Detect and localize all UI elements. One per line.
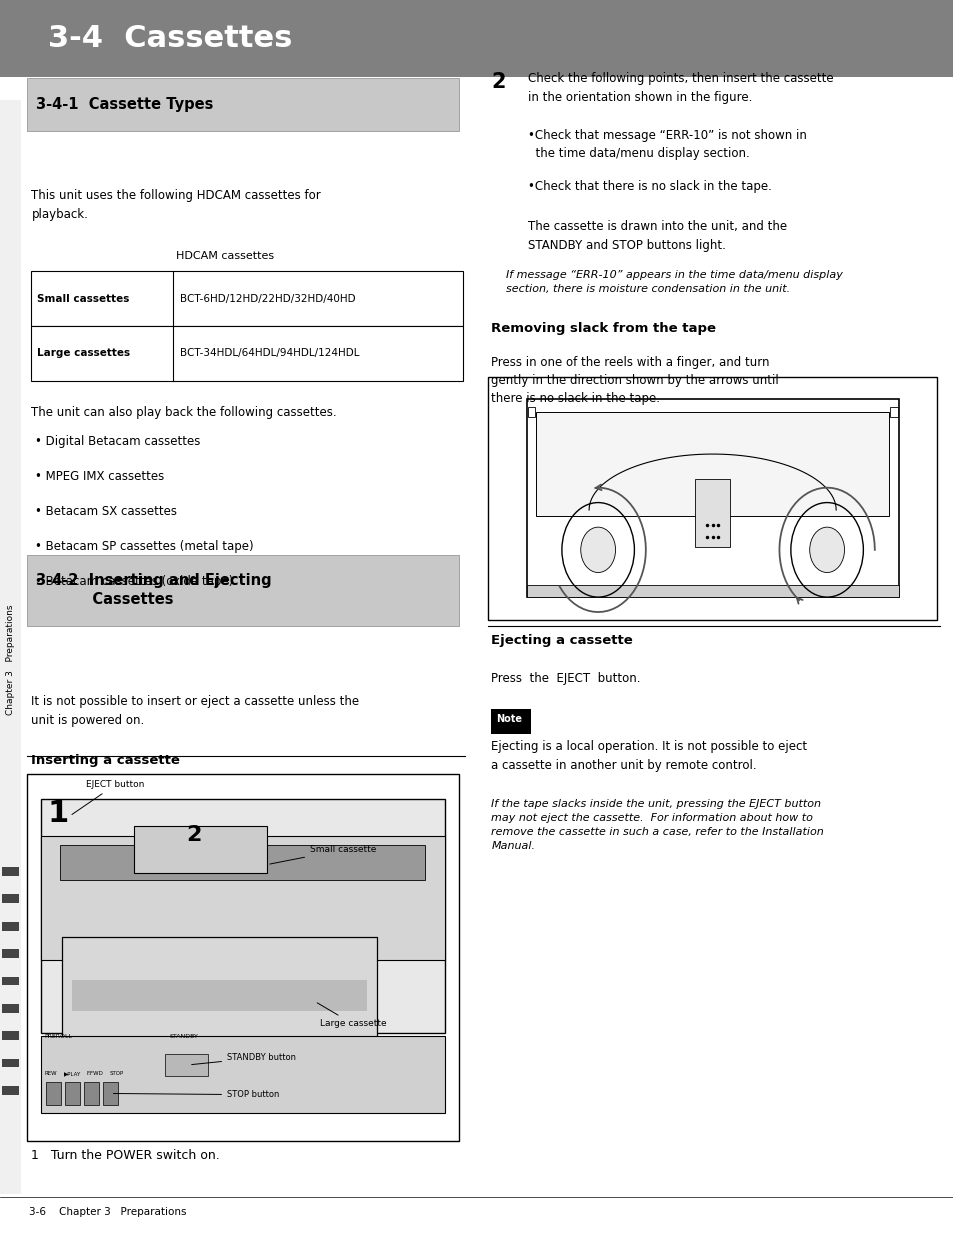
Bar: [31, 271, 462, 326]
Bar: [0, 0, 953, 77]
Text: PREROLL: PREROLL: [45, 1034, 72, 1039]
Text: 2: 2: [491, 72, 505, 92]
Text: Check the following points, then insert the cassette
in the orientation shown in: Check the following points, then insert …: [527, 72, 832, 104]
Text: If the tape slacks inside the unit, pressing the EJECT button
may not eject the : If the tape slacks inside the unit, pres…: [491, 799, 823, 851]
Bar: [65, 1082, 80, 1105]
Text: STANDBY button: STANDBY button: [192, 1052, 295, 1065]
Bar: [889, 407, 897, 417]
Bar: [0, 100, 21, 1194]
Text: Chapter 3   Preparations: Chapter 3 Preparations: [6, 605, 15, 714]
Text: Removing slack from the tape: Removing slack from the tape: [491, 322, 716, 335]
Text: This unit uses the following HDCAM cassettes for
playback.: This unit uses the following HDCAM casse…: [31, 189, 321, 221]
Text: Large cassette: Large cassette: [317, 1003, 386, 1029]
Text: BCT-34HDL/64HDL/94HDL/124HDL: BCT-34HDL/64HDL/94HDL/124HDL: [180, 348, 359, 358]
Text: Press  the  EJECT  button.: Press the EJECT button.: [491, 672, 640, 684]
Text: 3-4-2  Inserting and Ejecting
           Cassettes: 3-4-2 Inserting and Ejecting Cassettes: [36, 573, 272, 607]
Text: Ejecting is a local operation. It is not possible to eject
a cassette in another: Ejecting is a local operation. It is not…: [491, 740, 806, 771]
Text: 1: 1: [48, 799, 69, 827]
Circle shape: [580, 527, 615, 572]
Bar: [41, 836, 444, 960]
Text: Small cassette: Small cassette: [270, 845, 376, 865]
Text: 3-6    Chapter 3   Preparations: 3-6 Chapter 3 Preparations: [29, 1207, 186, 1217]
Bar: [103, 1082, 118, 1105]
Text: STOP button: STOP button: [113, 1090, 279, 1100]
Text: •Check that message “ERR-10” is not shown in
  the time data/menu display sectio: •Check that message “ERR-10” is not show…: [527, 129, 805, 160]
Text: • Betacam cassettes (oxide tape): • Betacam cassettes (oxide tape): [35, 575, 233, 587]
Text: • Digital Betacam cassettes: • Digital Betacam cassettes: [35, 435, 200, 448]
Bar: [31, 326, 462, 381]
Text: • MPEG IMX cassettes: • MPEG IMX cassettes: [35, 470, 164, 483]
Text: If message “ERR-10” appears in the time data/menu display
section, there is mois: If message “ERR-10” appears in the time …: [505, 270, 841, 294]
Text: 2: 2: [186, 825, 201, 845]
Text: EJECT button: EJECT button: [71, 780, 144, 815]
Bar: [2, 867, 19, 876]
Bar: [41, 1036, 444, 1113]
Bar: [2, 977, 19, 985]
Text: F.FWD: F.FWD: [87, 1071, 104, 1076]
Bar: [27, 555, 458, 626]
Bar: [2, 1059, 19, 1067]
Text: 1   Turn the POWER switch on.: 1 Turn the POWER switch on.: [31, 1149, 220, 1162]
Bar: [27, 78, 458, 131]
Text: 3-4  Cassettes: 3-4 Cassettes: [48, 24, 292, 53]
Bar: [488, 377, 936, 620]
Text: Ejecting a cassette: Ejecting a cassette: [491, 634, 633, 647]
Text: • Betacam SP cassettes (metal tape): • Betacam SP cassettes (metal tape): [35, 540, 253, 552]
Text: Small cassettes: Small cassettes: [37, 294, 130, 304]
Bar: [2, 922, 19, 931]
Bar: [41, 799, 444, 1033]
Text: Inserting a cassette: Inserting a cassette: [31, 754, 180, 766]
Bar: [2, 894, 19, 903]
Bar: [27, 774, 458, 1141]
Text: STANDBY: STANDBY: [170, 1034, 198, 1039]
Text: Note: Note: [496, 714, 521, 724]
Bar: [2, 1004, 19, 1013]
Bar: [526, 585, 898, 597]
Bar: [46, 1082, 61, 1105]
Bar: [133, 826, 267, 873]
Circle shape: [809, 527, 843, 572]
Text: HDCAM cassettes: HDCAM cassettes: [176, 251, 274, 261]
Text: REW: REW: [45, 1071, 57, 1076]
Text: Large cassettes: Large cassettes: [37, 348, 131, 358]
Text: Press in one of the reels with a finger, and turn
gently in the direction shown : Press in one of the reels with a finger,…: [491, 356, 779, 404]
Text: •Check that there is no slack in the tape.: •Check that there is no slack in the tap…: [527, 180, 771, 193]
Bar: [536, 412, 888, 516]
Bar: [62, 937, 376, 1042]
Bar: [165, 1054, 208, 1076]
Bar: [60, 845, 425, 880]
Text: STOP: STOP: [110, 1071, 124, 1076]
Bar: [526, 399, 898, 597]
Text: • Betacam SX cassettes: • Betacam SX cassettes: [35, 505, 177, 518]
Text: It is not possible to insert or eject a cassette unless the
unit is powered on.: It is not possible to insert or eject a …: [31, 695, 359, 728]
Text: ▶PLAY: ▶PLAY: [64, 1071, 81, 1076]
Bar: [2, 1086, 19, 1095]
Text: BCT-6HD/12HD/22HD/32HD/40HD: BCT-6HD/12HD/22HD/32HD/40HD: [180, 294, 355, 304]
Text: 3-4-1  Cassette Types: 3-4-1 Cassette Types: [36, 97, 213, 112]
Bar: [2, 1031, 19, 1040]
Bar: [695, 479, 729, 547]
Bar: [71, 980, 367, 1011]
Bar: [491, 709, 531, 734]
Bar: [2, 949, 19, 958]
Bar: [84, 1082, 99, 1105]
Bar: [527, 407, 535, 417]
Text: The unit can also play back the following cassettes.: The unit can also play back the followin…: [31, 406, 336, 418]
Text: The cassette is drawn into the unit, and the
STANDBY and STOP buttons light.: The cassette is drawn into the unit, and…: [527, 220, 786, 253]
